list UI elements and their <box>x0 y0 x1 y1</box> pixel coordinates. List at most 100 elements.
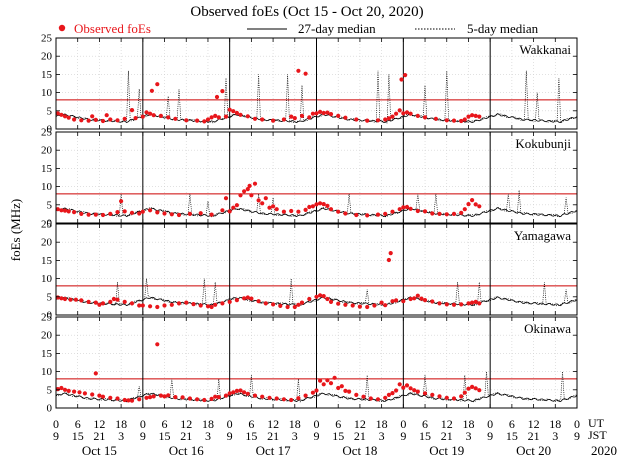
observed-point <box>148 111 153 116</box>
observed-point <box>213 113 218 118</box>
observed-point <box>205 304 211 309</box>
observed-point <box>281 117 286 122</box>
observed-point <box>459 302 464 307</box>
legend-median5-label: 5-day median <box>467 21 539 36</box>
panel-yamagawa: 0 5 10 15 20 25 Yamagawa <box>41 219 578 322</box>
y-tick-label: 20 <box>41 237 53 249</box>
observed-point <box>79 298 84 303</box>
observed-point <box>343 388 348 393</box>
jst-tick-label: 15 <box>72 429 84 443</box>
observed-point <box>459 118 464 124</box>
legend-observed-label: Observed foEs <box>74 21 151 36</box>
observed-point <box>470 198 475 203</box>
observed-point <box>437 211 442 216</box>
y-tick-label: 0 <box>47 124 53 136</box>
observed-point <box>137 211 142 216</box>
station-name: Kokubunji <box>515 136 571 151</box>
jst-tick-label: 21 <box>180 429 192 443</box>
observed-point <box>66 209 71 214</box>
ut-tick-label: 12 <box>180 417 192 431</box>
observed-point <box>296 302 301 307</box>
observed-point <box>466 386 471 391</box>
ut-tick-label: 12 <box>267 417 279 431</box>
observed-point <box>415 293 420 298</box>
observed-point <box>209 212 214 217</box>
observed-point <box>155 304 160 310</box>
observed-point <box>397 382 402 387</box>
observed-point <box>299 300 305 305</box>
observed-point <box>256 198 261 203</box>
observed-point <box>79 211 84 216</box>
observed-point <box>332 375 337 380</box>
jst-tick-label: 9 <box>574 429 580 443</box>
observed-point <box>176 301 182 306</box>
ut-tick-label: 0 <box>140 417 146 431</box>
station-name: Okinawa <box>524 321 571 336</box>
observed-point <box>198 211 203 216</box>
observed-point <box>321 202 326 207</box>
station-name: Wakkanai <box>519 42 571 57</box>
ut-tick-label: 12 <box>441 417 453 431</box>
observed-point <box>220 89 225 94</box>
ut-tick-label: 18 <box>462 417 474 431</box>
observed-point <box>365 118 370 123</box>
jst-tick-label: 9 <box>400 429 406 443</box>
date-label: Oct 18 <box>342 443 377 457</box>
jst-tick-label: 3 <box>118 429 124 443</box>
observed-point <box>263 196 268 201</box>
observed-point <box>422 209 428 214</box>
observed-point <box>462 207 467 212</box>
observed-point <box>86 118 91 123</box>
observed-point <box>459 210 464 215</box>
observed-point <box>209 304 214 310</box>
panel-okinawa: 0 5 10 15 20 25 Okinawa <box>41 312 578 415</box>
y-tick-label: 20 <box>41 330 53 342</box>
observed-point <box>354 212 359 218</box>
observed-point <box>310 111 315 116</box>
date-label: Oct 20 <box>516 443 551 457</box>
jst-tick-label: 21 <box>267 429 279 443</box>
jst-tick-label: 15 <box>506 429 518 443</box>
observed-point <box>399 77 404 82</box>
observed-point <box>151 394 156 399</box>
observed-point <box>354 392 359 397</box>
observed-point <box>209 115 214 120</box>
x-axis: 0961512211830961512211830961512211830961… <box>53 416 617 457</box>
observed-point <box>325 110 330 115</box>
observed-point <box>401 205 406 210</box>
observed-point <box>318 109 323 114</box>
observed-point <box>151 113 156 118</box>
chart-title: Observed foEs (Oct 15 - Oct 20, 2020) <box>190 4 423 20</box>
jst-tick-label: 21 <box>441 429 453 443</box>
observed-point <box>245 114 250 119</box>
observed-point <box>256 299 261 304</box>
observed-point <box>477 388 482 393</box>
observed-point <box>383 395 388 400</box>
observed-point <box>122 116 127 121</box>
observed-point <box>209 396 214 401</box>
ut-tick-label: 12 <box>528 417 540 431</box>
observed-point <box>100 301 106 306</box>
observed-point <box>205 117 211 122</box>
ut-tick-label: 0 <box>574 417 580 431</box>
date-label: Oct 16 <box>169 443 205 457</box>
observed-point <box>477 114 482 119</box>
observed-point <box>321 382 326 387</box>
observed-point <box>158 113 163 118</box>
observed-point <box>97 393 102 398</box>
observed-point <box>336 385 341 391</box>
observed-point <box>401 385 406 390</box>
observed-point <box>260 201 265 206</box>
observed-point <box>108 395 113 400</box>
observed-point <box>129 301 135 306</box>
jst-tick-label: 15 <box>332 429 344 443</box>
jst-tick-label: 9 <box>487 429 493 443</box>
y-tick-label: 5 <box>47 105 53 117</box>
observed-point <box>274 207 279 212</box>
observed-point <box>220 301 225 306</box>
ut-tick-label: 18 <box>549 417 561 431</box>
observed-point <box>419 296 424 301</box>
jst-tick-label: 15 <box>419 429 431 443</box>
ut-tick-label: 6 <box>248 417 254 431</box>
